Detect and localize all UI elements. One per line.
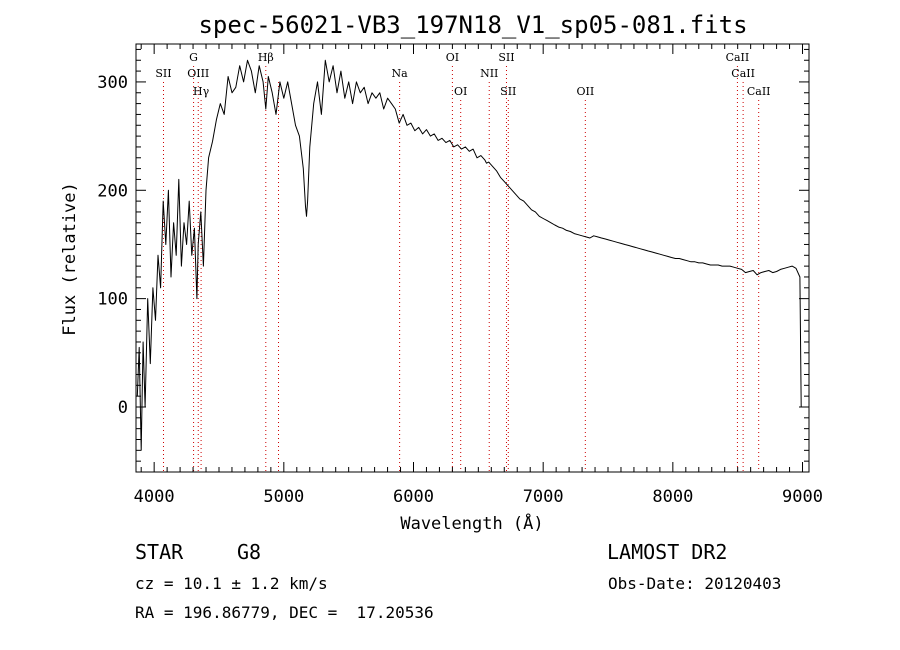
line-label: CaII xyxy=(747,85,771,98)
x-tick-label: 5000 xyxy=(263,487,304,507)
plot-frame xyxy=(135,43,810,473)
spectral-subclass: G8 xyxy=(237,540,262,564)
chart-title: spec-56021-VB3_197N18_V1_sp05-081.fits xyxy=(198,11,747,39)
line-label: SII xyxy=(498,51,514,64)
y-tick-label: 0 xyxy=(118,398,128,418)
axis-ticks xyxy=(136,44,809,472)
line-label: OII xyxy=(576,85,594,98)
x-tick-label: 9000 xyxy=(782,487,823,507)
line-label: Hβ xyxy=(258,51,274,64)
y-axis-label: Flux (relative) xyxy=(60,182,80,336)
line-label: OI xyxy=(454,85,467,98)
observation-date: Obs-Date: 20120403 xyxy=(608,574,782,593)
x-tick-label: 7000 xyxy=(523,487,564,507)
line-label: G xyxy=(189,51,198,64)
x-tick-label: 6000 xyxy=(393,487,434,507)
coordinates: RA = 196.86779, DEC = 17.20536 xyxy=(135,603,434,622)
line-label: OIII xyxy=(187,67,209,80)
line-label: NII xyxy=(480,67,498,80)
y-tick-label: 100 xyxy=(97,290,128,310)
tick-labels: 4000 5000 6000 7000 8000 9000 0 100 200 300 xyxy=(97,73,823,507)
line-label: SII xyxy=(155,67,171,80)
y-tick-label: 200 xyxy=(97,181,128,201)
line-label: CaII xyxy=(726,51,750,64)
line-label: SII xyxy=(500,85,516,98)
line-label: Hγ xyxy=(193,85,210,98)
redshift-velocity: cz = 10.1 ± 1.2 km/s xyxy=(135,574,328,593)
line-label: Na xyxy=(392,67,409,80)
line-label: OI xyxy=(446,51,459,64)
object-type: STAR xyxy=(135,540,184,564)
spectrum-line xyxy=(136,59,802,451)
y-tick-label: 300 xyxy=(97,73,128,93)
x-axis-label: Wavelength (Å) xyxy=(400,512,543,534)
survey-label: LAMOST DR2 xyxy=(607,540,728,564)
x-tick-label: 4000 xyxy=(134,487,175,507)
line-label: CaII xyxy=(731,67,755,80)
x-tick-label: 8000 xyxy=(652,487,693,507)
